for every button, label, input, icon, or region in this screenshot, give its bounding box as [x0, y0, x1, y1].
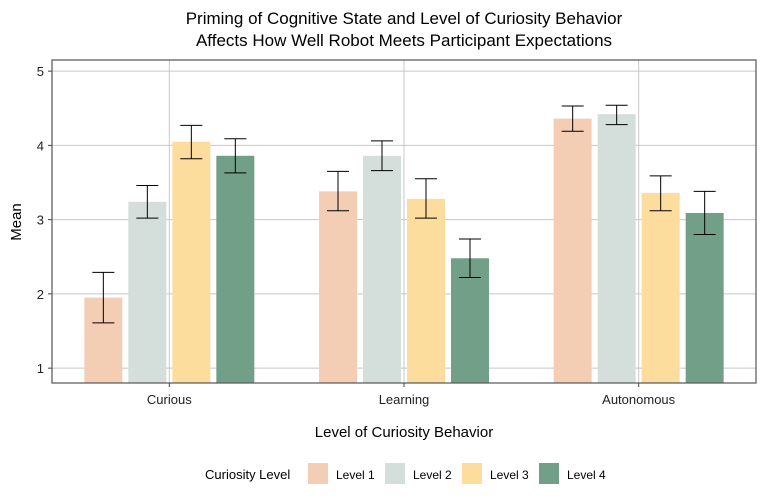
y-tick-label: 4 — [37, 138, 44, 153]
legend-label: Level 1 — [336, 468, 375, 482]
legend-label: Level 3 — [490, 468, 529, 482]
chart-title-line-2: Affects How Well Robot Meets Participant… — [196, 31, 612, 50]
x-tick-label: Curious — [147, 392, 192, 407]
x-axis: Curious Learning Autonomous — [147, 383, 676, 407]
bar — [128, 201, 167, 383]
bar — [451, 258, 489, 383]
y-tick-label: 2 — [37, 287, 44, 302]
bar — [597, 114, 636, 384]
y-axis-title: Mean — [8, 203, 25, 241]
legend-swatch — [539, 463, 559, 484]
y-tick-label: 3 — [37, 213, 44, 228]
x-tick-label: Autonomous — [602, 392, 675, 407]
bar — [216, 155, 255, 383]
bars — [84, 114, 724, 384]
y-tick-label: 1 — [37, 361, 44, 376]
bar — [407, 198, 445, 383]
legend-title: Curiosity Level — [205, 467, 290, 482]
legend: Curiosity Level Level 1 Level 2 Level 3 Lev… — [205, 463, 606, 484]
legend-swatch — [308, 463, 328, 484]
x-tick-label: Learning — [379, 392, 430, 407]
legend-label: Level 4 — [567, 468, 606, 482]
grid — [52, 60, 756, 383]
bar — [553, 118, 592, 384]
legend-swatch — [385, 463, 405, 484]
x-axis-title: Level of Curiosity Behavior — [315, 424, 493, 441]
bar — [641, 192, 680, 383]
bar — [685, 212, 724, 383]
bar — [172, 141, 211, 383]
chart-title-line-1: Priming of Cognitive State and Level of … — [186, 9, 623, 28]
bar — [319, 191, 357, 383]
y-tick-label: 5 — [37, 64, 44, 79]
error-bars — [92, 104, 716, 324]
y-axis: 1 2 3 4 5 — [37, 64, 52, 376]
bar — [363, 155, 401, 383]
legend-label: Level 2 — [413, 468, 452, 482]
legend-swatch — [462, 463, 482, 484]
